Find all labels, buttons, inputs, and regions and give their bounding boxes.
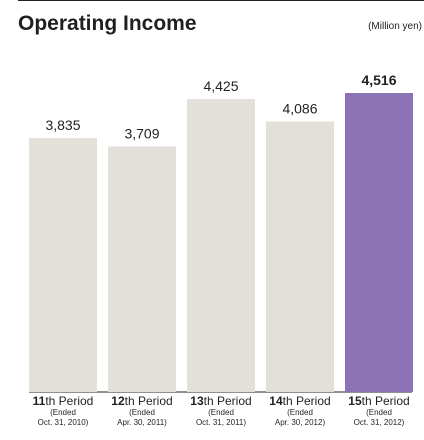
chart-title: Operating Income [18, 12, 197, 35]
unit-label: (Million yen) [368, 21, 422, 32]
period-suffix: th Period [124, 394, 173, 408]
period-date-label: Apr. 30, 2012) [274, 418, 326, 427]
period-number: 12 [111, 394, 125, 408]
x-label-14: 14th Period (Ended Apr. 30, 2012) [258, 394, 342, 428]
value-label-14: 4,086 [282, 100, 317, 116]
value-label-12: 3,709 [124, 125, 159, 141]
x-label-15: 15th Period (Ended Oct. 31, 2012) [337, 394, 421, 428]
period-label: 14th Period [258, 394, 342, 408]
bar-15 [345, 93, 413, 392]
period-ended-label: (Ended [366, 408, 392, 417]
period-number: 14 [269, 394, 283, 408]
period-number: 15 [348, 394, 362, 408]
value-label-13: 4,425 [203, 78, 238, 94]
period-label: 15th Period [337, 394, 421, 408]
bar-13 [187, 99, 255, 392]
period-label: 11th Period [21, 394, 105, 408]
period-suffix: th Period [203, 394, 252, 408]
period-suffix: th Period [45, 394, 94, 408]
period-date-label: Oct. 31, 2012) [353, 418, 405, 427]
bar-12 [108, 146, 176, 392]
bar-14 [266, 121, 334, 393]
x-axis-labels: 11th Period (Ended Oct. 31, 2010) 12th Peri… [0, 394, 424, 440]
period-suffix: th Period [282, 394, 331, 408]
period-number: 11 [32, 394, 46, 408]
period-number: 13 [190, 394, 204, 408]
period-date-label: Oct. 31, 2010) [37, 418, 89, 427]
x-label-13: 13th Period (Ended Oct. 31, 2011) [179, 394, 263, 428]
bar-11 [29, 138, 97, 392]
period-suffix: th Period [361, 394, 410, 408]
period-date-label: Apr. 30, 2011) [117, 418, 167, 427]
value-label-15: 4,516 [361, 72, 396, 88]
period-ended-label: (Ended [208, 408, 234, 417]
period-label: 13th Period [179, 394, 263, 408]
x-label-12: 12th Period (Ended Apr. 30, 2011) [100, 394, 184, 428]
period-label: 12th Period [100, 394, 184, 408]
period-ended-label: (Ended [129, 408, 155, 417]
top-rule [18, 0, 424, 1]
value-label-11: 3,835 [45, 117, 80, 133]
x-label-11: 11th Period (Ended Oct. 31, 2010) [21, 394, 105, 428]
period-ended-label: (Ended [287, 408, 313, 417]
period-date-label: Oct. 31, 2011) [195, 418, 247, 427]
period-ended-label: (Ended [50, 408, 76, 417]
